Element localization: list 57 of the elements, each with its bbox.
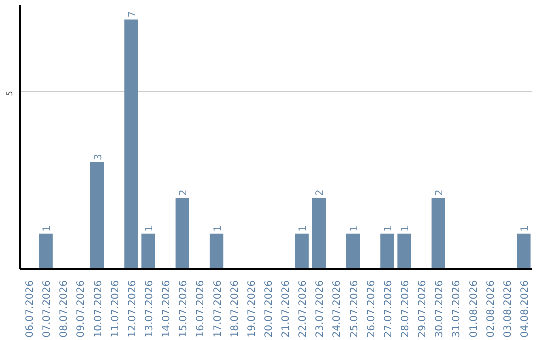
bar xyxy=(517,234,531,270)
x-tick-label: 04.08.2026 xyxy=(520,280,531,338)
data-label: 7 xyxy=(127,11,138,18)
x-tick-label: 02.08.2026 xyxy=(486,280,497,338)
x-tick-label: 16.07.2026 xyxy=(196,280,207,338)
x-tick-label: 25.07.2026 xyxy=(349,280,360,338)
x-tick-label: 06.07.2026 xyxy=(25,280,36,338)
bar xyxy=(90,162,104,270)
x-tick-label: 26.07.2026 xyxy=(366,280,378,338)
x-tick-label: 30.07.2026 xyxy=(434,280,446,338)
x-tick-label: 13.07.2026 xyxy=(144,280,156,338)
bar xyxy=(432,198,446,270)
bar xyxy=(295,234,309,270)
data-label: 1 xyxy=(212,225,224,232)
x-tick-label: 07.07.2026 xyxy=(42,280,54,338)
x-tick-label: 17.07.2026 xyxy=(212,280,224,338)
bar xyxy=(398,234,412,270)
x-tick-label: 24.07.2026 xyxy=(332,280,344,338)
x-tick-label: 21.07.2026 xyxy=(281,280,292,338)
bar xyxy=(124,20,138,270)
data-label: 2 xyxy=(178,190,190,196)
x-tick-label: 09.07.2026 xyxy=(76,280,88,338)
bar xyxy=(346,234,360,270)
bar xyxy=(39,234,53,270)
data-label: 1 xyxy=(383,225,394,232)
x-tick-label: 20.07.2026 xyxy=(264,280,275,338)
bar xyxy=(380,234,394,270)
bar xyxy=(210,234,224,270)
x-tick-label: 10.07.2026 xyxy=(93,280,104,338)
bar xyxy=(176,198,190,270)
x-tick-label: 03.08.2026 xyxy=(502,280,514,338)
x-tick-label: 15.07.2026 xyxy=(178,280,190,338)
x-tick-label: 18.07.2026 xyxy=(230,280,241,338)
x-tick-label: 01.08.2026 xyxy=(468,280,480,338)
x-tick-label: 29.07.2026 xyxy=(418,280,429,338)
x-tick-label: 19.07.2026 xyxy=(246,280,258,338)
bar xyxy=(142,234,156,270)
x-tick-label: 11.07.2026 xyxy=(110,280,122,338)
x-tick-label: 23.07.2026 xyxy=(315,280,326,338)
data-label: 1 xyxy=(42,225,54,232)
data-label: 1 xyxy=(349,225,360,232)
data-label: 1 xyxy=(400,225,412,232)
data-label: 3 xyxy=(93,154,104,160)
data-label: 1 xyxy=(298,225,310,232)
x-tick-label: 28.07.2026 xyxy=(400,280,412,338)
data-label: 1 xyxy=(520,225,531,232)
x-tick-label: 08.07.2026 xyxy=(59,280,70,338)
x-tick-label: 12.07.2026 xyxy=(127,280,138,338)
data-label: 2 xyxy=(315,190,326,196)
x-tick-label: 14.07.2026 xyxy=(162,280,173,338)
data-label: 2 xyxy=(434,190,446,196)
x-tick-label: 27.07.2026 xyxy=(383,280,394,338)
x-tick-label: 22.07.2026 xyxy=(298,280,310,338)
x-tick-label: 31.07.2026 xyxy=(452,280,463,338)
data-label: 1 xyxy=(144,225,156,232)
y-tick-label: 5 xyxy=(6,91,14,96)
bar xyxy=(312,198,326,270)
